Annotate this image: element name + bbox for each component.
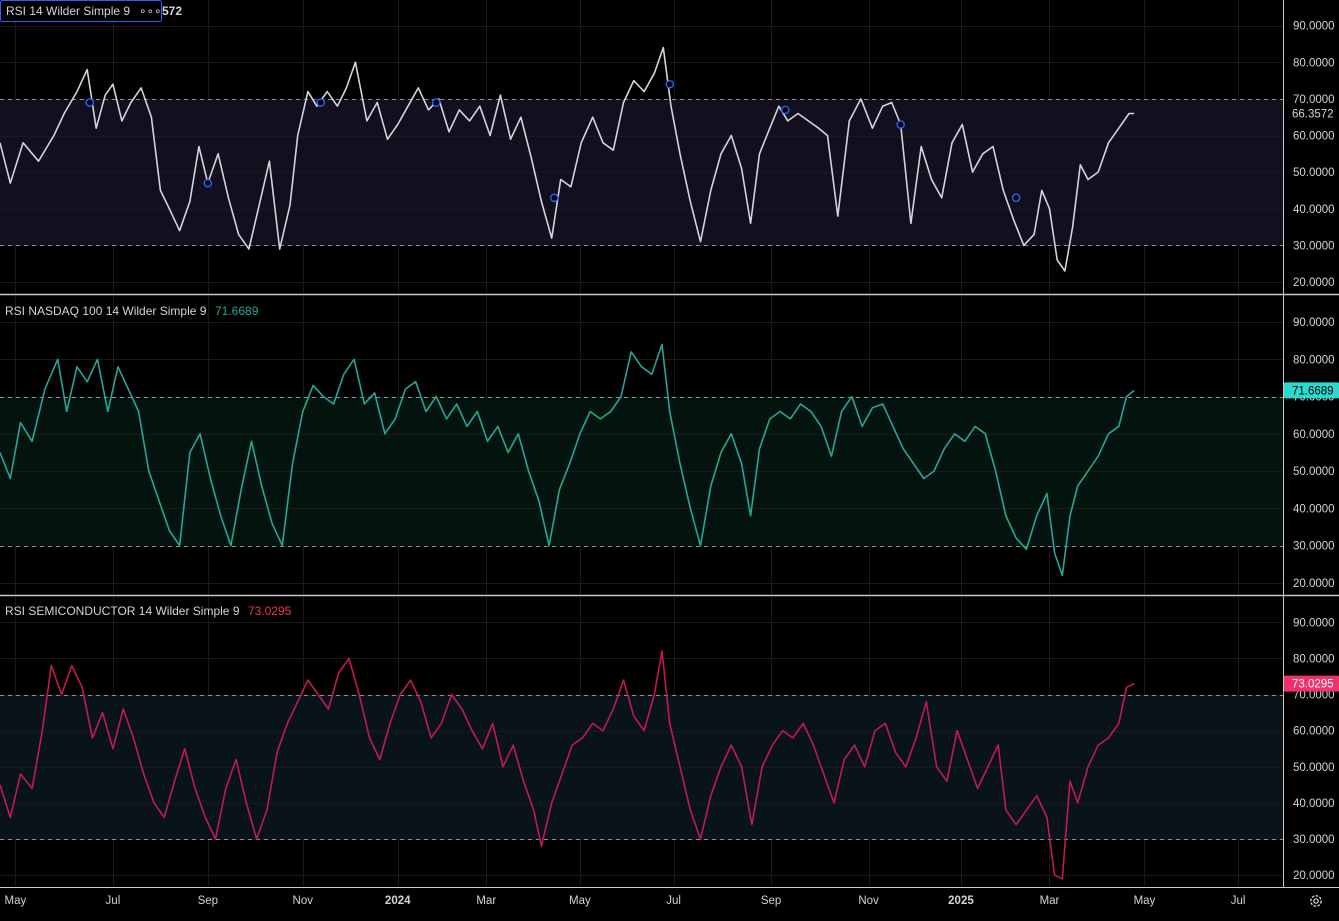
- legend-title[interactable]: RSI NASDAQ 100 14 Wilder Simple 9: [5, 304, 207, 318]
- ellipsis-icon[interactable]: ∘∘∘: [139, 4, 162, 18]
- y-axis-tick-label: 70.0000: [1293, 94, 1335, 106]
- y-axis-tick-label: 40.0000: [1293, 798, 1335, 810]
- y-axis-tick-label: 90.0000: [1293, 617, 1335, 629]
- x-axis-tick-label: May: [569, 895, 591, 907]
- y-axis-tick-label: 50.0000: [1293, 466, 1335, 478]
- x-axis-tick-label: Jul: [1231, 895, 1246, 907]
- signal-marker: [549, 193, 559, 203]
- y-axis-tick-label: 40.0000: [1293, 204, 1335, 216]
- y-axis-tick-label: 40.0000: [1293, 503, 1335, 515]
- y-axis-tick-label: 60.0000: [1293, 726, 1335, 738]
- y-axis-tick-label: 20.0000: [1293, 870, 1335, 882]
- signal-marker: [780, 105, 790, 115]
- y-axis-tick-label: 90.0000: [1293, 317, 1335, 329]
- signal-marker: [665, 79, 675, 89]
- y-axis-tick-label: 20.0000: [1293, 277, 1335, 289]
- signal-marker: [896, 120, 905, 129]
- x-axis-tick-label: 2025: [948, 895, 974, 907]
- gear-icon[interactable]: [1310, 895, 1322, 907]
- legend-box-selected: [0, 0, 162, 22]
- x-axis-tick-label: Mar: [1040, 895, 1060, 907]
- x-axis-tick-label: Nov: [858, 895, 879, 907]
- last-value-badge-label: 73.0295: [1292, 679, 1334, 691]
- y-axis-tick-label: 80.0000: [1293, 653, 1335, 665]
- y-axis-tick-label: 70.0000: [1293, 690, 1335, 702]
- x-axis-tick-label: May: [1134, 895, 1156, 907]
- legend-title[interactable]: RSI SEMICONDUCTOR 14 Wilder Simple 9: [5, 604, 240, 618]
- legend-value: 73.0295: [248, 604, 292, 618]
- y-axis-tick-label: 30.0000: [1293, 541, 1335, 553]
- last-value-badge: [1284, 675, 1339, 692]
- y-axis-tick-label: 60.0000: [1293, 429, 1335, 441]
- last-value-badge-label: 66.3572: [1292, 109, 1334, 121]
- rsi-band-background: [0, 694, 1283, 840]
- legend-value: 71.6689: [215, 304, 259, 318]
- gear-icon-teeth: [1310, 895, 1322, 907]
- y-axis-tick-label: 20.0000: [1293, 578, 1335, 590]
- rsi-series-line: [0, 46, 1135, 272]
- signal-marker: [431, 98, 441, 107]
- last-value-badge: [1284, 382, 1339, 399]
- gear-icon-hub: [1313, 898, 1319, 904]
- rsi-series-line: [0, 650, 1135, 880]
- last-value-badge-label: 71.6689: [1292, 385, 1334, 397]
- signal-marker: [85, 98, 95, 107]
- x-axis-tick-label: Jul: [666, 895, 681, 907]
- y-axis-tick-label: 50.0000: [1293, 762, 1335, 774]
- y-axis-tick-label: 80.0000: [1293, 354, 1335, 366]
- x-axis-tick-label: Sep: [198, 895, 218, 907]
- x-axis-tick-label: Mar: [476, 895, 496, 907]
- y-axis-tick-label: 30.0000: [1293, 240, 1335, 252]
- signal-marker: [1011, 193, 1021, 203]
- signal-marker: [203, 178, 213, 188]
- x-axis-tick-label: Sep: [761, 895, 781, 907]
- y-axis-tick-label: 90.0000: [1293, 21, 1335, 33]
- x-axis-tick-label: Jul: [106, 895, 121, 907]
- rsi-series-line: [0, 343, 1135, 577]
- x-axis-tick-label: May: [5, 895, 27, 907]
- y-axis-tick-label: 30.0000: [1293, 834, 1335, 846]
- legend-title[interactable]: RSI 14 Wilder Simple 9: [6, 4, 130, 18]
- y-axis-tick-label: 80.0000: [1293, 57, 1335, 69]
- signal-marker: [316, 98, 326, 107]
- last-value-badge: [1284, 105, 1339, 122]
- x-axis-tick-label: Nov: [293, 895, 314, 907]
- x-axis-tick-label: 2024: [385, 895, 411, 907]
- y-axis-tick-label: 60.0000: [1293, 131, 1335, 143]
- y-axis-tick-label: 50.0000: [1293, 167, 1335, 179]
- legend-value: 572: [162, 4, 182, 18]
